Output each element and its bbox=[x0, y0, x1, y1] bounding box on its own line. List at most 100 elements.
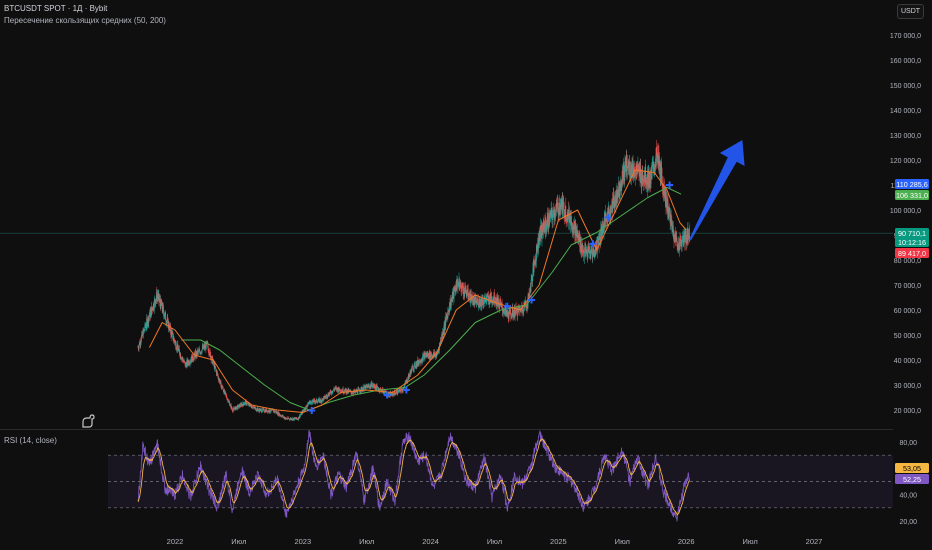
candle-body bbox=[175, 342, 177, 349]
candle-body bbox=[384, 391, 385, 394]
candle-body bbox=[653, 168, 655, 170]
candle-body bbox=[147, 322, 149, 326]
candle-body bbox=[140, 342, 142, 345]
candle-body bbox=[682, 236, 683, 244]
cross-marker[interactable] bbox=[402, 386, 410, 394]
candle-body bbox=[209, 349, 211, 352]
candle-body bbox=[517, 308, 518, 317]
candle-body bbox=[530, 286, 532, 292]
candle-body bbox=[371, 382, 373, 388]
candle-body bbox=[391, 394, 393, 396]
candle-body bbox=[242, 402, 244, 404]
candle-body bbox=[258, 409, 260, 411]
candle-body bbox=[654, 163, 656, 169]
symbol-title[interactable]: BTCUSDT SPOT · 1Д · Bybit bbox=[4, 4, 108, 13]
candle-body bbox=[655, 156, 657, 167]
candle-body bbox=[652, 165, 654, 166]
candle-body bbox=[613, 201, 615, 208]
candle-body bbox=[571, 216, 572, 226]
candle-body bbox=[328, 393, 329, 396]
last-price-badge-text: 10:12:16 bbox=[898, 238, 926, 247]
candle-body bbox=[471, 294, 473, 298]
price-tick-label: 20 000,0 bbox=[894, 408, 921, 415]
candle-body bbox=[660, 166, 662, 168]
candle-body bbox=[200, 352, 202, 354]
cross-marker[interactable] bbox=[666, 181, 674, 189]
candle-body bbox=[576, 230, 578, 238]
candle-body bbox=[475, 297, 477, 305]
candle-body bbox=[499, 301, 501, 306]
candle-body bbox=[304, 409, 306, 411]
candle-body bbox=[164, 312, 166, 317]
candle-body bbox=[231, 408, 233, 410]
candle-body bbox=[274, 411, 276, 413]
candle-body bbox=[262, 408, 263, 412]
candle-body bbox=[320, 398, 322, 402]
candle-body bbox=[268, 412, 270, 413]
candle-body bbox=[604, 212, 606, 227]
candle-body bbox=[308, 403, 310, 404]
candle-body bbox=[453, 287, 455, 298]
candle-body bbox=[333, 388, 335, 390]
candle-body bbox=[530, 279, 532, 287]
rsi-tick-label: 40,00 bbox=[899, 493, 917, 500]
candle-body bbox=[462, 287, 464, 294]
candle-body bbox=[466, 294, 468, 297]
candle-body bbox=[546, 218, 548, 226]
candle-body bbox=[594, 253, 596, 256]
trend-arrow[interactable] bbox=[689, 140, 745, 241]
cross-marker[interactable] bbox=[503, 302, 511, 310]
cross-marker[interactable] bbox=[308, 407, 316, 414]
cross-marker[interactable] bbox=[589, 240, 597, 248]
candle-body bbox=[458, 283, 460, 285]
candle-body bbox=[615, 197, 617, 200]
candle-body bbox=[413, 364, 415, 370]
candle-body bbox=[209, 349, 211, 355]
candle-body bbox=[350, 391, 352, 394]
candle-body bbox=[589, 251, 591, 254]
rsi-value2-badge-bg bbox=[895, 474, 929, 484]
time-tick-label: Июл bbox=[615, 537, 630, 546]
candle-body bbox=[672, 228, 673, 232]
candle-body bbox=[215, 367, 217, 370]
candle-body bbox=[223, 391, 225, 393]
candle-body bbox=[670, 217, 672, 222]
candle-body bbox=[193, 356, 195, 361]
candle-body bbox=[683, 236, 684, 246]
rsi-value1-badge: 53,05 bbox=[895, 463, 929, 473]
candle-body bbox=[218, 379, 220, 381]
candle-body bbox=[466, 294, 468, 295]
candle-body bbox=[189, 361, 191, 365]
time-tick-label: 2026 bbox=[678, 537, 695, 546]
price-axis[interactable] bbox=[893, 0, 932, 550]
candle-body bbox=[219, 381, 221, 383]
indicator-title[interactable]: Пересечение скользящих средних (50, 200) bbox=[4, 16, 166, 25]
candle-body bbox=[680, 242, 682, 247]
candle-body bbox=[155, 300, 157, 305]
cross-marker[interactable] bbox=[383, 391, 391, 399]
candle-body bbox=[219, 379, 220, 383]
cross-marker[interactable] bbox=[604, 214, 612, 221]
candle-body bbox=[439, 343, 441, 345]
candle-body bbox=[627, 161, 629, 165]
candle-body bbox=[554, 215, 556, 217]
rsi-line bbox=[137, 429, 691, 522]
rsi-title[interactable]: RSI (14, close) bbox=[4, 436, 57, 445]
currency-button[interactable]: USDT bbox=[897, 4, 924, 19]
candle-body bbox=[399, 388, 401, 390]
candle-body bbox=[192, 354, 193, 360]
candle-body bbox=[285, 418, 287, 419]
pane-separator[interactable] bbox=[0, 429, 893, 430]
candle-body bbox=[623, 171, 625, 181]
candle-body bbox=[449, 305, 451, 309]
candle-body bbox=[295, 418, 297, 420]
candle-body bbox=[553, 210, 554, 218]
candle-body bbox=[558, 212, 560, 215]
candle-body bbox=[225, 394, 227, 396]
cross-marker[interactable] bbox=[528, 296, 536, 304]
candle-body bbox=[544, 224, 546, 228]
candle-body bbox=[164, 316, 165, 317]
candle-body bbox=[674, 235, 676, 242]
candle-body bbox=[504, 310, 505, 315]
